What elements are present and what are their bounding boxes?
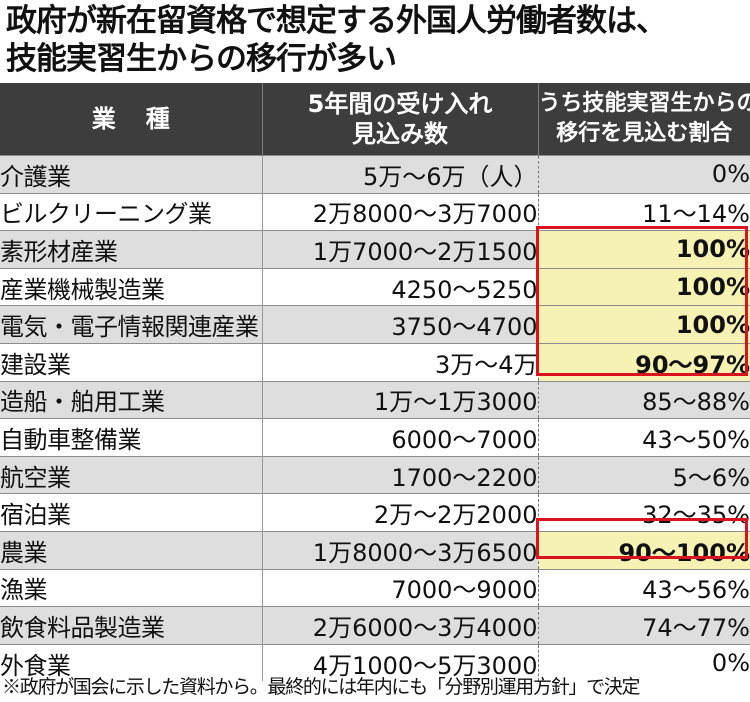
table-row: 航空業 1700～2200 5～6% [0,455,750,494]
industry-cell: 漁業 [0,568,262,607]
industry-cell: 飲食料品製造業 [0,606,262,645]
table-row: 電気・電子情報関連産業 3750～4700 100% [0,305,750,344]
ratio-cell-highlighted: 100% [537,230,750,269]
ratio-cell: 85～88% [537,380,750,419]
acceptance-cell: 3万～4万 [261,342,538,382]
industry-cell: 自動車整備業 [0,418,262,457]
acceptance-cell: 2万6000～3万4000 [261,606,538,645]
industry-cell: ビルクリーニング業 [0,192,262,231]
acceptance-cell: 4万1000～5万3000 [261,643,538,682]
ratio-cell: 0% [537,643,750,682]
ratio-cell-highlighted: 100% [537,267,750,306]
acceptance-cell: 7000～9000 [261,568,538,607]
table-row: 漁業 7000～9000 43～56% [0,568,750,607]
header-industry: 業種 [0,83,262,156]
table-row: 飲食料品製造業 2万6000～3万4000 74～77% [0,606,750,645]
acceptance-cell: 1700～2200 [261,455,538,494]
header-ratio-line1: うち技能実習生からの [538,91,750,116]
acceptance-cell: 2万8000～3万7000 [261,192,538,231]
table-header-row: 業種 5年間の受け入れ 見込み数 うち技能実習生からの 移行を見込む割合 [0,83,750,156]
table-row: 宿泊業 2万～2万2000 32～35% [0,493,750,532]
acceptance-cell: 5万～6万（人） [261,155,538,194]
industry-table: 業種 5年間の受け入れ 見込み数 うち技能実習生からの 移行を見込む割合 介護業… [0,83,750,682]
header-acceptance-line2: 見込み数 [352,120,448,148]
table-row: 造船・舶用工業 1万～1万3000 85～88% [0,380,750,419]
table-body: 介護業 5万～6万（人） 0% ビルクリーニング業 2万8000～3万7000 … [0,155,750,682]
header-ratio: うち技能実習生からの 移行を見込む割合 [537,83,750,156]
title-line-2: 技能実習生からの移行が多い [6,41,397,77]
acceptance-cell: 1万7000～2万1500 [261,230,538,269]
industry-cell: 介護業 [0,155,262,194]
acceptance-cell: 1万8000～3万6500 [261,530,538,570]
table-row: 素形材産業 1万7000～2万1500 100% [0,230,750,269]
industry-cell: 農業 [0,530,262,570]
acceptance-cell: 3750～4700 [261,305,538,344]
industry-cell: 建設業 [0,342,262,382]
acceptance-cell: 6000～7000 [261,418,538,457]
industry-cell: 産業機械製造業 [0,267,262,306]
ratio-cell-highlighted: 100% [537,305,750,344]
table-row: 農業 1万8000～3万6500 90～100% [0,530,750,570]
acceptance-cell: 1万～1万3000 [261,380,538,419]
header-acceptance: 5年間の受け入れ 見込み数 [261,83,538,156]
table-row: 介護業 5万～6万（人） 0% [0,155,750,194]
ratio-cell: 5～6% [537,455,750,494]
table-row: 外食業 4万1000～5万3000 0% [0,643,750,682]
industry-cell: 造船・舶用工業 [0,380,262,419]
header-acceptance-line1: 5年間の受け入れ [307,90,493,118]
industry-cell: 電気・電子情報関連産業 [0,305,262,344]
acceptance-cell: 4250～5250 [261,267,538,306]
ratio-cell-highlighted: 90～100% [537,530,750,570]
ratio-cell: 11～14% [537,192,750,231]
industry-cell: 宿泊業 [0,493,262,532]
highlight-box-manufacturing-construction [536,226,748,376]
table-row: 自動車整備業 6000～7000 43～50% [0,418,750,457]
industry-cell: 外食業 [0,643,262,682]
table-row: 産業機械製造業 4250～5250 100% [0,267,750,306]
chart-title: 政府が新在留資格で想定する外国人労働者数は、 技能実習生からの移行が多い [6,2,750,78]
ratio-cell: 43～50% [537,418,750,457]
industry-cell: 素形材産業 [0,230,262,269]
header-ratio-line2: 移行を見込む割合 [556,121,733,146]
table-row: ビルクリーニング業 2万8000～3万7000 11～14% [0,192,750,231]
title-line-1: 政府が新在留資格で想定する外国人労働者数は、 [6,3,667,39]
footnote: ※政府が国会に示した資料から。最終的には年内にも「分野別運用方針」で決定 [2,676,641,698]
industry-cell: 航空業 [0,455,262,494]
acceptance-cell: 2万～2万2000 [261,493,538,532]
ratio-cell: 32～35% [537,493,750,532]
ratio-cell: 43～56% [537,568,750,607]
highlight-box-agriculture [536,518,748,559]
ratio-cell: 74～77% [537,606,750,645]
ratio-cell: 0% [537,155,750,194]
